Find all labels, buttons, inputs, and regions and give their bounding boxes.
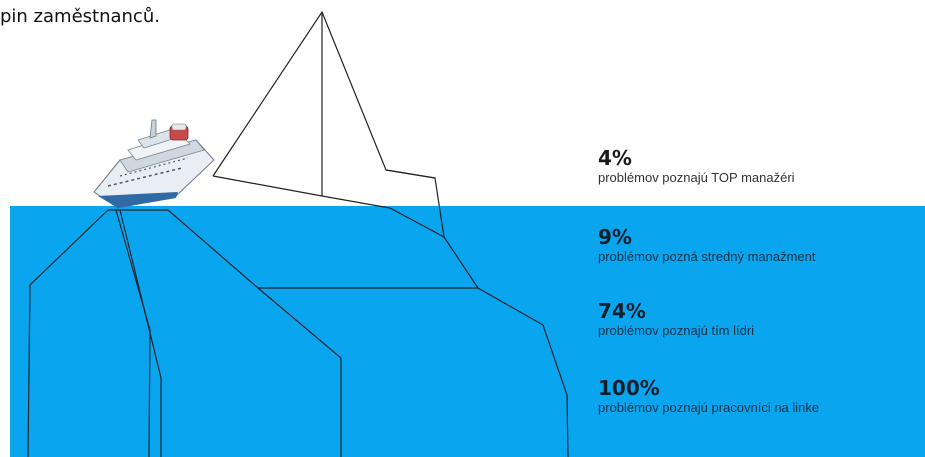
stat-label: problémov poznajú tím lídri <box>598 323 755 338</box>
iceberg-tip <box>212 10 445 238</box>
stat-value: 4% <box>598 146 632 170</box>
stat-value: 74% <box>598 299 646 323</box>
stat-label: problémov poznajú TOP manažéri <box>598 170 795 185</box>
stat-top-managers: 4% problémov poznajú TOP manažéri <box>598 146 795 186</box>
stat-label: problémov poznajú pracovníci na linke <box>598 400 820 415</box>
stat-value: 100% <box>598 376 660 400</box>
iceberg-underwater <box>27 207 569 457</box>
water-area <box>10 206 925 457</box>
stat-team-leaders: 74% problémov poznajú tím lídri <box>598 299 754 339</box>
stat-label: problémov pozná stredný manažment <box>598 249 816 264</box>
caption-text: pin zaměstnanců. <box>0 6 160 27</box>
stat-value: 9% <box>598 225 632 249</box>
cruise-ship-icon <box>93 119 215 209</box>
stat-line-workers: 100% problémov poznajú pracovníci na lin… <box>598 376 898 416</box>
stat-middle-management: 9% problémov pozná stredný manažment <box>598 225 816 265</box>
